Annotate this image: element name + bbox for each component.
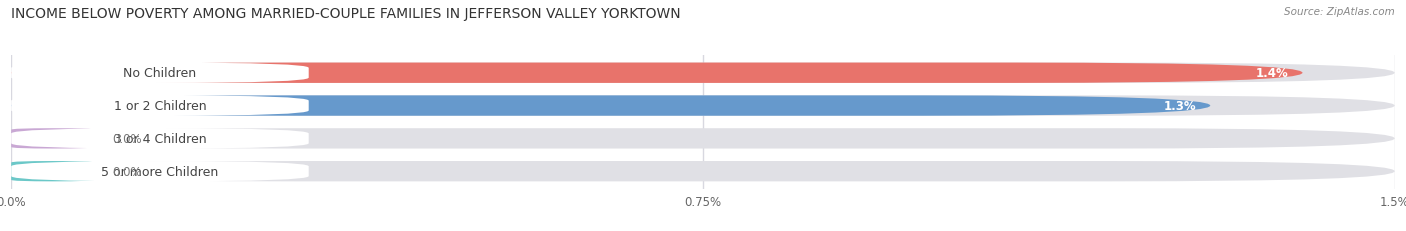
Text: 1 or 2 Children: 1 or 2 Children — [114, 100, 207, 112]
FancyBboxPatch shape — [11, 96, 309, 116]
FancyBboxPatch shape — [11, 96, 1395, 116]
FancyBboxPatch shape — [11, 96, 1211, 116]
FancyBboxPatch shape — [11, 129, 1395, 149]
Text: 1.3%: 1.3% — [1164, 100, 1197, 112]
FancyBboxPatch shape — [11, 161, 94, 182]
FancyBboxPatch shape — [11, 63, 1302, 84]
Text: 0.0%: 0.0% — [112, 132, 142, 145]
Text: 1.4%: 1.4% — [1256, 67, 1289, 80]
Text: 5 or more Children: 5 or more Children — [101, 165, 218, 178]
Text: No Children: No Children — [124, 67, 197, 80]
Text: Source: ZipAtlas.com: Source: ZipAtlas.com — [1284, 7, 1395, 17]
FancyBboxPatch shape — [11, 161, 309, 182]
Text: 0.0%: 0.0% — [112, 165, 142, 178]
FancyBboxPatch shape — [11, 161, 1395, 182]
FancyBboxPatch shape — [11, 63, 1395, 84]
Text: 3 or 4 Children: 3 or 4 Children — [114, 132, 207, 145]
FancyBboxPatch shape — [11, 63, 309, 84]
FancyBboxPatch shape — [11, 129, 94, 149]
Text: INCOME BELOW POVERTY AMONG MARRIED-COUPLE FAMILIES IN JEFFERSON VALLEY YORKTOWN: INCOME BELOW POVERTY AMONG MARRIED-COUPL… — [11, 7, 681, 21]
FancyBboxPatch shape — [11, 129, 309, 149]
